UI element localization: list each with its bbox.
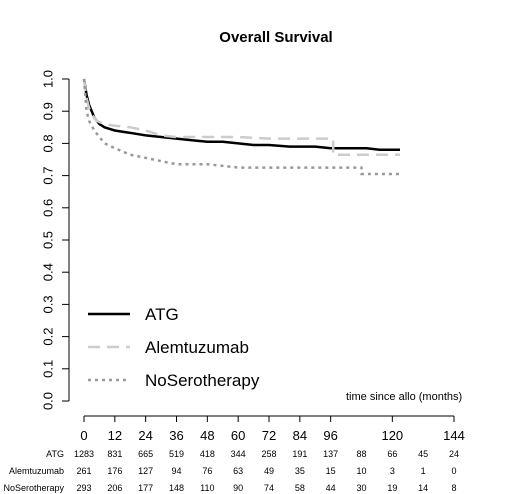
y-tick-label: 0.4	[41, 263, 56, 281]
risk-cell: 76	[202, 466, 212, 476]
x-tick-label: 84	[293, 428, 307, 443]
risk-cell: 177	[138, 483, 153, 493]
risk-cell: 665	[138, 449, 153, 459]
y-tick-label: 0.7	[41, 167, 56, 185]
risk-cell: 45	[418, 449, 428, 459]
x-tick-label: 48	[200, 428, 214, 443]
x-tick-label: 144	[443, 428, 465, 443]
risk-cell: 519	[169, 449, 184, 459]
x-tick-label: 12	[108, 428, 122, 443]
x-axis-label: time since allo (months)	[346, 391, 462, 403]
curve-atg	[82, 78, 400, 152]
risk-cell: 63	[233, 466, 243, 476]
survival-curves	[82, 78, 400, 176]
risk-cell: 10	[356, 466, 366, 476]
legend-label-noserotherapy: NoSerotherapy	[145, 371, 260, 390]
y-tick-label: 0.6	[41, 199, 56, 217]
risk-cell: 24	[449, 449, 459, 459]
y-axis: 0.0 0.1 0.2 0.3 0.4 0.5 0.6 0.7 0.8 0.9 1.0	[41, 70, 70, 410]
risk-cell: 49	[264, 466, 274, 476]
x-tick-label: 120	[381, 428, 403, 443]
risk-cell: 191	[292, 449, 307, 459]
risk-cell: 137	[323, 449, 338, 459]
x-tick-label: 96	[323, 428, 337, 443]
risk-cell: 88	[356, 449, 366, 459]
risk-cell: 0	[451, 466, 456, 476]
legend-label-alemtuzumab: Alemtuzumab	[145, 338, 249, 357]
risk-cell: 344	[231, 449, 246, 459]
x-tick-label: 72	[262, 428, 276, 443]
risk-cell: 110	[200, 483, 214, 493]
risk-cell: 14	[418, 483, 428, 493]
legend: ATG Alemtuzumab NoSerotherapy	[88, 305, 260, 390]
risk-cell: 74	[264, 483, 274, 493]
risk-cell: 258	[261, 449, 276, 459]
curve-alemtuzumab	[82, 78, 400, 156]
x-axis: 0 12 24 36 48 60 72 84 96 120 144	[80, 415, 465, 443]
risk-cell: 1	[421, 466, 426, 476]
risk-cell: 127	[138, 466, 153, 476]
risk-cell: 1283	[74, 449, 94, 459]
x-tick-label: 24	[138, 428, 152, 443]
y-tick-label: 0.5	[41, 231, 56, 249]
risk-cell: 261	[76, 466, 91, 476]
risk-cell: 90	[233, 483, 243, 493]
legend-label-atg: ATG	[145, 305, 179, 324]
risk-cell: 206	[107, 483, 122, 493]
risk-cell: 148	[169, 483, 184, 493]
risk-cell: 293	[76, 483, 91, 493]
risk-cell: 66	[387, 449, 397, 459]
y-tick-label: 0.9	[41, 102, 56, 120]
risk-cell: 8	[451, 483, 456, 493]
y-tick-label: 0.1	[41, 360, 56, 378]
y-tick-label: 1.0	[41, 70, 56, 88]
y-tick-label: 0.8	[41, 134, 56, 152]
risk-table: ATG 1283 831 665 519 418 344 258 191 137 88 66 45 24A…	[3, 449, 459, 493]
risk-cell: 19	[387, 483, 397, 493]
risk-cell: 94	[171, 466, 181, 476]
risk-cell: 44	[326, 483, 336, 493]
risk-cell: 176	[107, 466, 122, 476]
risk-cell: 418	[200, 449, 215, 459]
risk-row-label: ATG	[46, 449, 64, 459]
risk-row-label: Alemtuzumab	[9, 466, 64, 476]
y-tick-label: 0.2	[41, 328, 56, 346]
x-tick-label: 36	[169, 428, 183, 443]
risk-cell: 831	[107, 449, 122, 459]
y-tick-label: 0.3	[41, 295, 56, 313]
risk-row-label: NoSerotherapy	[3, 483, 64, 493]
risk-cell: 30	[356, 483, 366, 493]
x-tick-label: 0	[80, 428, 87, 443]
x-tick-label: 60	[231, 428, 245, 443]
chart-title: Overall Survival	[219, 29, 332, 46]
risk-cell: 15	[326, 466, 336, 476]
risk-cell: 35	[295, 466, 305, 476]
y-tick-label: 0.0	[41, 392, 56, 410]
risk-cell: 3	[390, 466, 395, 476]
curve-noserotherapy	[82, 78, 400, 176]
risk-cell: 58	[295, 483, 305, 493]
